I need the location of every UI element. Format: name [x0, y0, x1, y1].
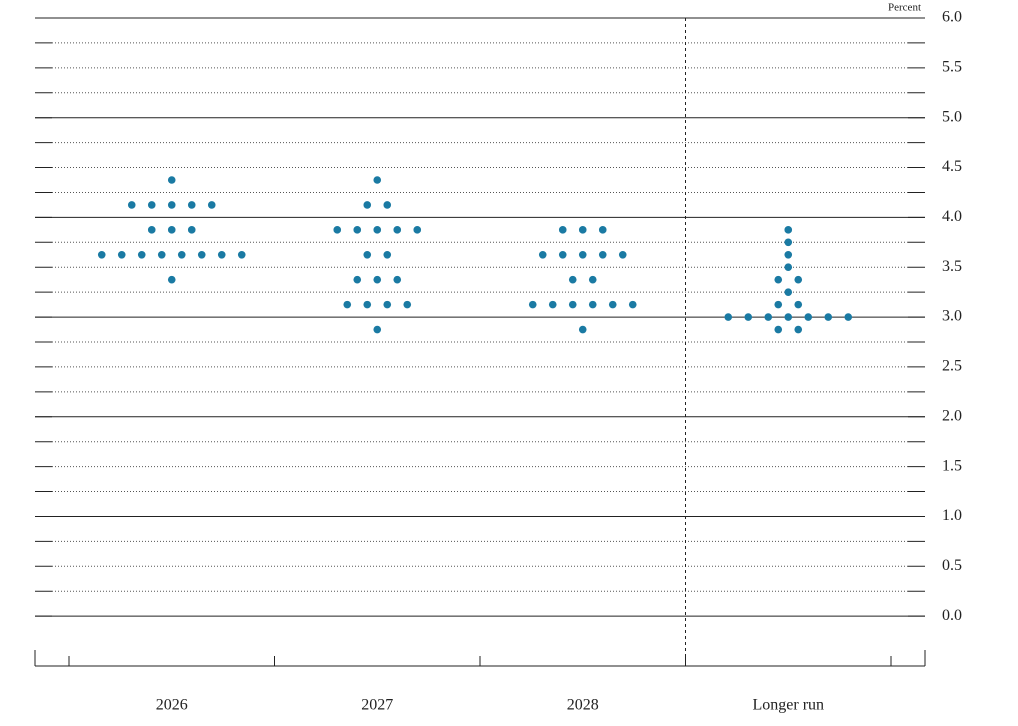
dot: [774, 300, 783, 309]
dot: [618, 250, 627, 259]
dot: [167, 226, 176, 234]
dot: [844, 313, 853, 321]
dot: [528, 300, 537, 309]
y-tick-label: 1.5: [942, 457, 962, 474]
dot: [187, 226, 196, 234]
dot: [824, 313, 833, 321]
dot: [333, 226, 342, 234]
y-tick-label: 4.0: [942, 208, 962, 225]
dot: [578, 325, 587, 334]
x-tick-label: 2028: [567, 697, 599, 714]
dot: [568, 275, 577, 284]
dot: [207, 201, 216, 209]
dot: [373, 275, 382, 284]
dot: [794, 300, 803, 309]
dot: [784, 250, 793, 259]
dot: [147, 226, 156, 234]
dot: [393, 275, 402, 284]
dot: [588, 275, 597, 284]
dot: [137, 250, 146, 259]
x-tick-label: Longer run: [752, 697, 824, 714]
y-tick-label: 6.0: [942, 9, 962, 26]
dot: [598, 226, 607, 234]
dot: [127, 201, 136, 209]
dot: [167, 176, 176, 184]
dot: [373, 226, 382, 234]
dot: [237, 250, 246, 259]
dot: [724, 313, 733, 321]
dot: [383, 250, 392, 259]
dot: [217, 250, 226, 259]
y-tick-label: 5.0: [942, 108, 962, 125]
dot: [784, 288, 793, 296]
dot: [373, 325, 382, 334]
y-tick-label: 5.5: [942, 59, 962, 76]
y-tick-label: 0.0: [942, 607, 962, 624]
dot: [744, 313, 753, 321]
dot: [403, 300, 412, 309]
x-tick-label: 2026: [156, 697, 188, 714]
dot: [373, 176, 382, 184]
dot: [548, 300, 557, 309]
dot: [383, 300, 392, 309]
unit-label: Percent: [888, 2, 921, 14]
y-tick-label: 2.5: [942, 358, 962, 375]
y-tick-label: 0.5: [942, 557, 962, 574]
dot: [353, 226, 362, 234]
y-tick-label: 3.0: [942, 308, 962, 325]
dot: [167, 201, 176, 209]
dot: [558, 226, 567, 234]
dot: [784, 263, 793, 272]
dot: [187, 201, 196, 209]
dot: [578, 250, 587, 259]
y-tick-label: 4.5: [942, 158, 962, 175]
dot: [363, 201, 372, 209]
dot: [177, 250, 186, 259]
dot: [558, 250, 567, 259]
dot: [157, 250, 166, 259]
y-tick-label: 2.0: [942, 407, 962, 424]
dot: [794, 275, 803, 284]
dot: [764, 313, 773, 321]
dot: [167, 275, 176, 284]
dot: [568, 300, 577, 309]
dot: [774, 325, 783, 334]
dot: [147, 201, 156, 209]
dot: [117, 250, 126, 259]
dot: [784, 313, 793, 321]
x-tick-label: 2027: [361, 697, 393, 714]
dot: [97, 250, 106, 259]
dot: [784, 238, 793, 247]
dot: [784, 226, 793, 234]
y-tick-label: 3.5: [942, 258, 962, 275]
dot: [538, 250, 547, 259]
dot: [588, 300, 597, 309]
dot: [774, 275, 783, 284]
dot: [628, 300, 637, 309]
dot: [363, 250, 372, 259]
dot: [608, 300, 617, 309]
dot: [413, 226, 422, 234]
dot: [598, 250, 607, 259]
dot: [363, 300, 372, 309]
dot: [343, 300, 352, 309]
dot: [578, 226, 587, 234]
dot: [197, 250, 206, 259]
dot: [794, 325, 803, 334]
dot: [804, 313, 813, 321]
dot: [383, 201, 392, 209]
dot: [353, 275, 362, 284]
y-tick-label: 1.0: [942, 507, 962, 524]
dot: [393, 226, 402, 234]
